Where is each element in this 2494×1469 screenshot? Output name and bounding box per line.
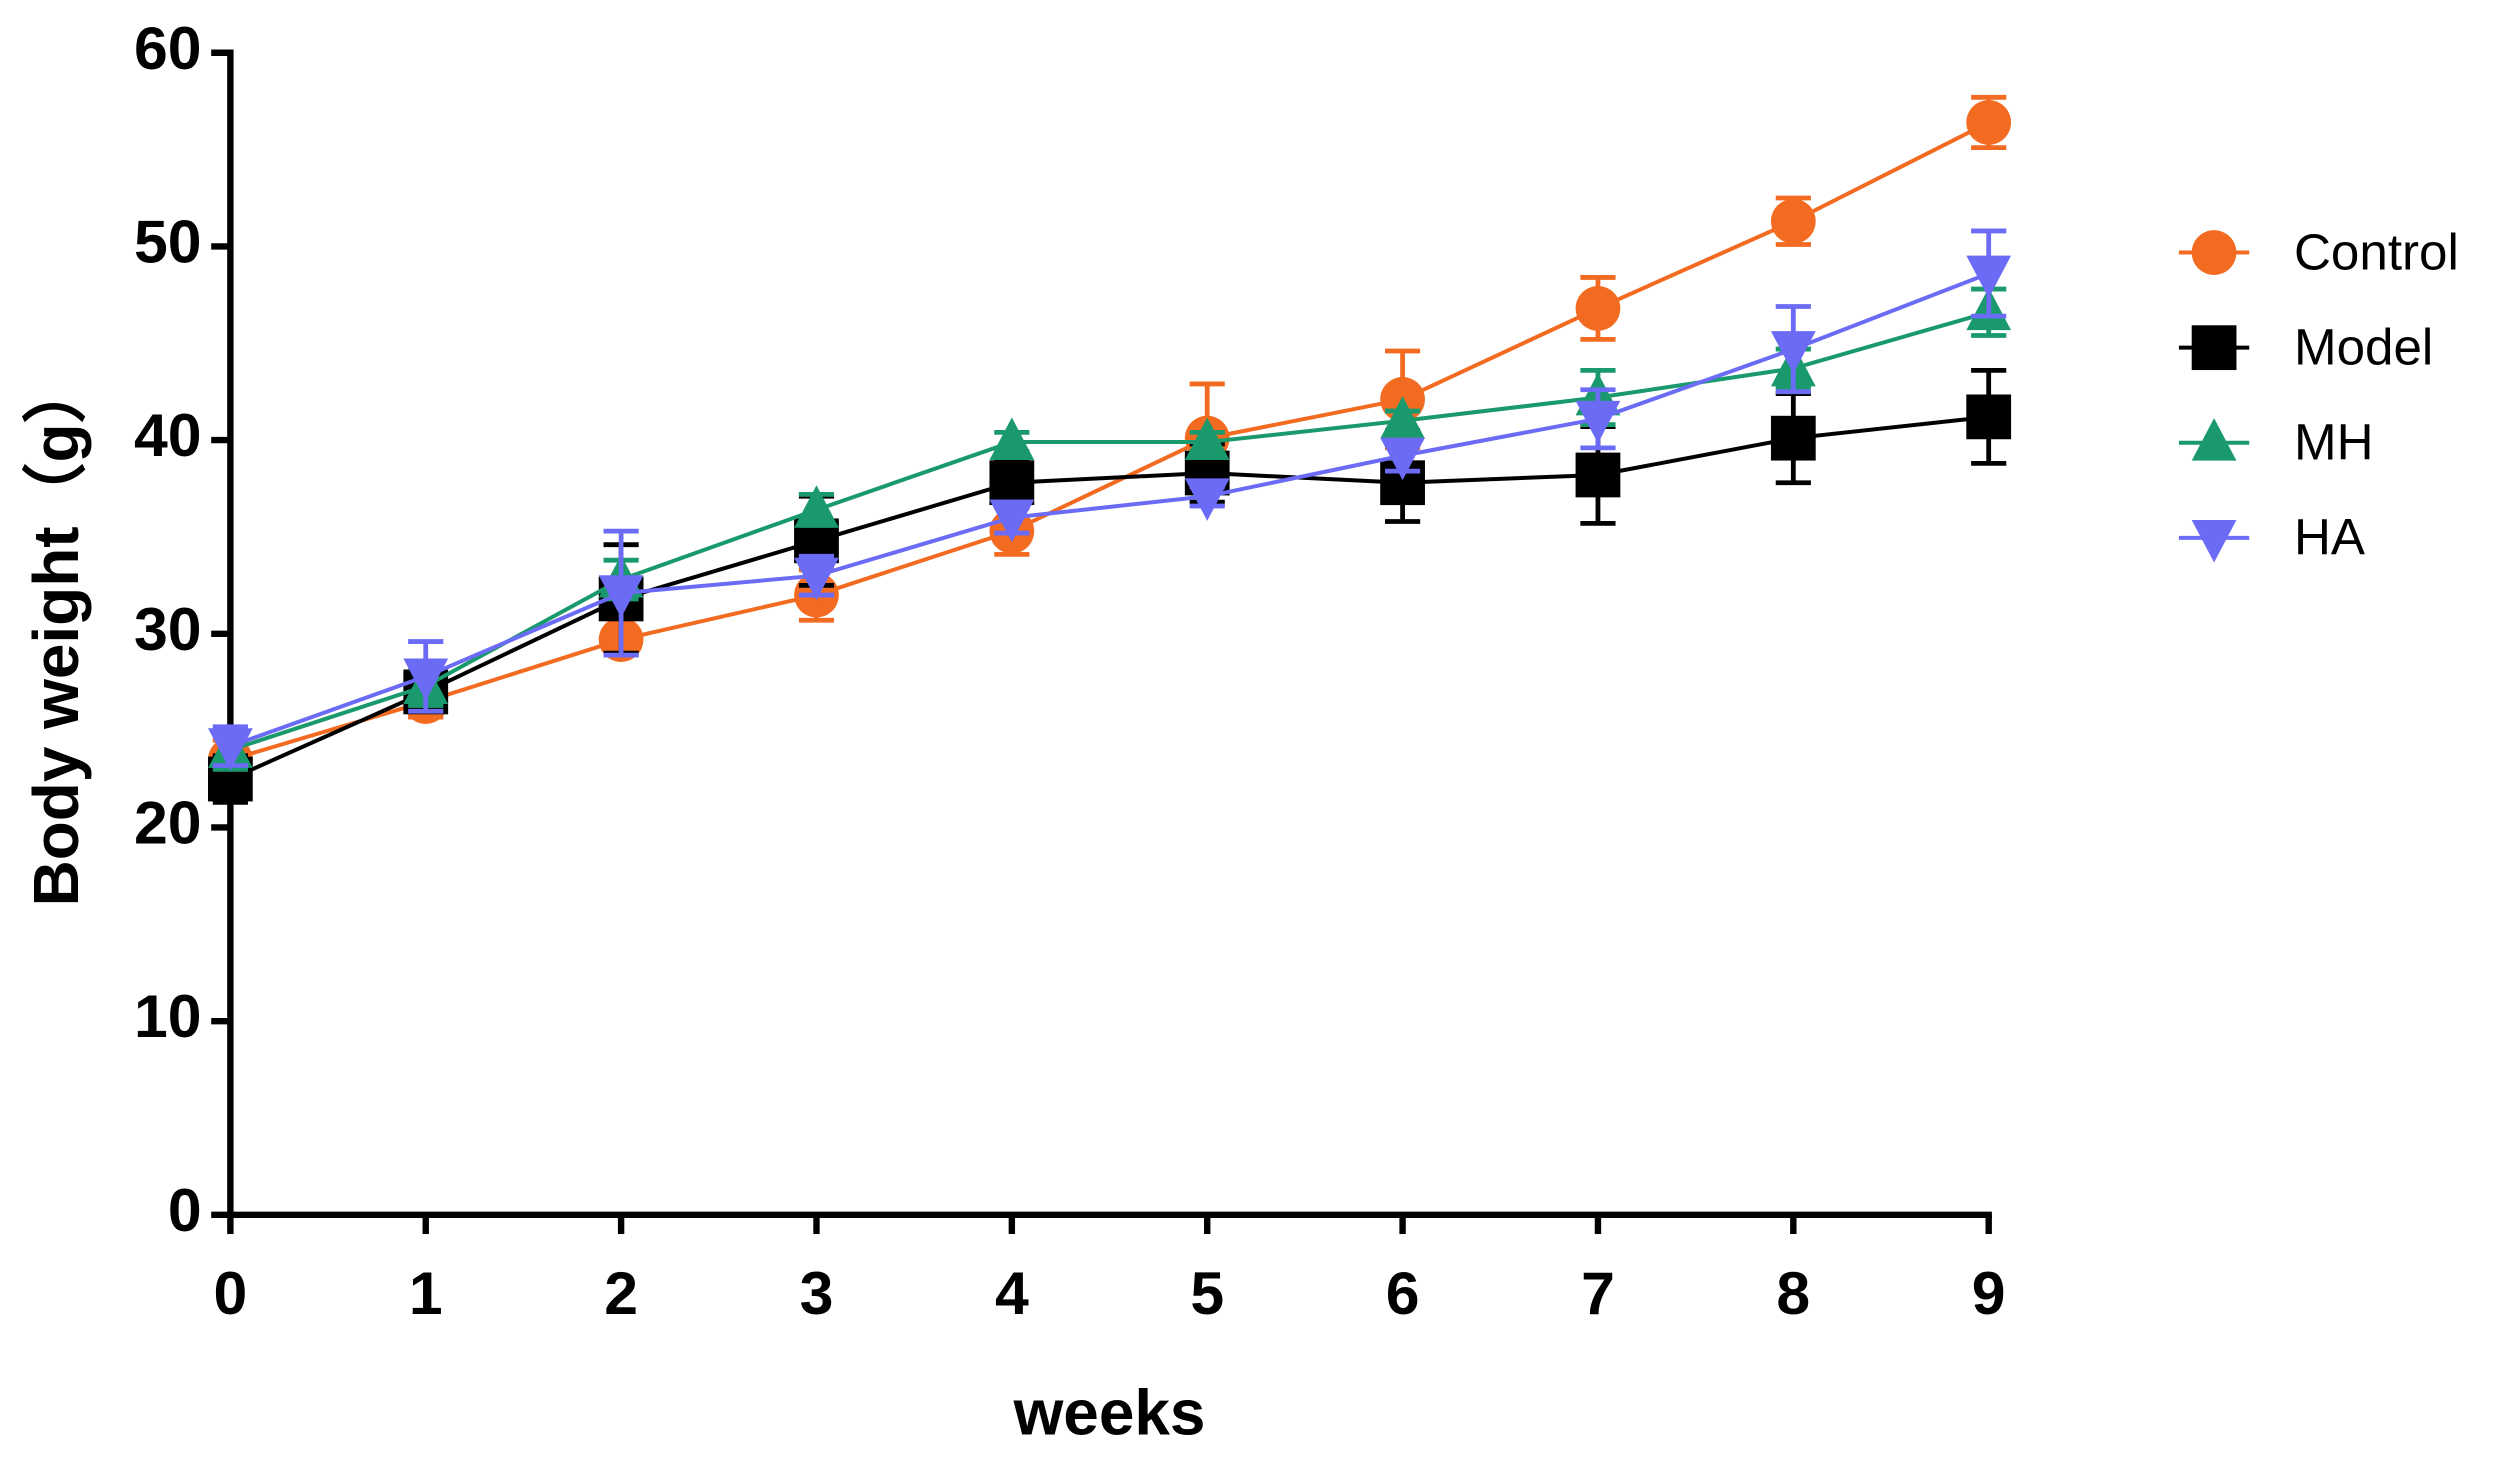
marker <box>1184 417 1230 460</box>
x-tick-label: 2 <box>604 1259 638 1327</box>
series-line <box>229 271 1990 749</box>
legend-marker <box>2191 230 2237 275</box>
legend-marker <box>2191 418 2237 461</box>
y-tick-label: 40 <box>134 401 202 469</box>
y-tick-label: 10 <box>134 982 202 1050</box>
marker <box>403 658 449 702</box>
marker <box>1770 415 1816 461</box>
x-tick-label: 4 <box>995 1259 1029 1327</box>
y-tick-label: 50 <box>134 207 202 275</box>
series-line <box>229 120 1990 762</box>
x-tick-label: 6 <box>1386 1259 1420 1327</box>
marker <box>1770 331 1816 374</box>
y-tick-label: 0 <box>168 1176 202 1244</box>
x-tick-label: 8 <box>1776 1259 1810 1327</box>
marker <box>207 728 253 771</box>
marker <box>1380 437 1425 481</box>
marker <box>1575 286 1621 331</box>
y-tick-label: 20 <box>134 789 202 857</box>
marker <box>1380 396 1425 439</box>
legend-label: Control <box>2294 223 2459 280</box>
marker <box>989 417 1035 460</box>
x-tick-label: 1 <box>409 1259 443 1327</box>
marker <box>1575 400 1621 444</box>
x-axis-title: weeks <box>1013 1377 1206 1449</box>
x-tick-label: 0 <box>213 1259 247 1327</box>
x-tick-label: 5 <box>1190 1259 1224 1327</box>
marker <box>1575 452 1621 498</box>
marker <box>598 575 644 618</box>
y-tick-label: 30 <box>134 595 202 663</box>
marker <box>989 460 1035 506</box>
legend-label: HA <box>2294 509 2366 566</box>
legend-label: MH <box>2294 413 2374 470</box>
marker <box>1966 100 2012 145</box>
series <box>207 367 2012 805</box>
marker <box>794 485 839 528</box>
series <box>207 94 2012 783</box>
x-tick-label: 7 <box>1581 1259 1615 1327</box>
legend-label: Model <box>2294 318 2433 375</box>
legend-marker <box>2191 519 2237 563</box>
x-tick-label: 9 <box>1972 1259 2006 1327</box>
y-tick-label: 60 <box>134 14 202 82</box>
series-line <box>229 414 1989 781</box>
series <box>207 286 2012 772</box>
legend-marker <box>2191 325 2237 371</box>
marker <box>1184 478 1230 521</box>
marker <box>1966 255 2012 299</box>
marker <box>1966 394 2012 440</box>
y-axis-title: Body weight（g） <box>20 360 92 907</box>
marker <box>989 499 1035 543</box>
series-line <box>229 310 1990 752</box>
marker <box>1770 198 1816 244</box>
series <box>207 228 2012 771</box>
x-tick-label: 3 <box>800 1259 834 1327</box>
marker <box>794 557 839 601</box>
